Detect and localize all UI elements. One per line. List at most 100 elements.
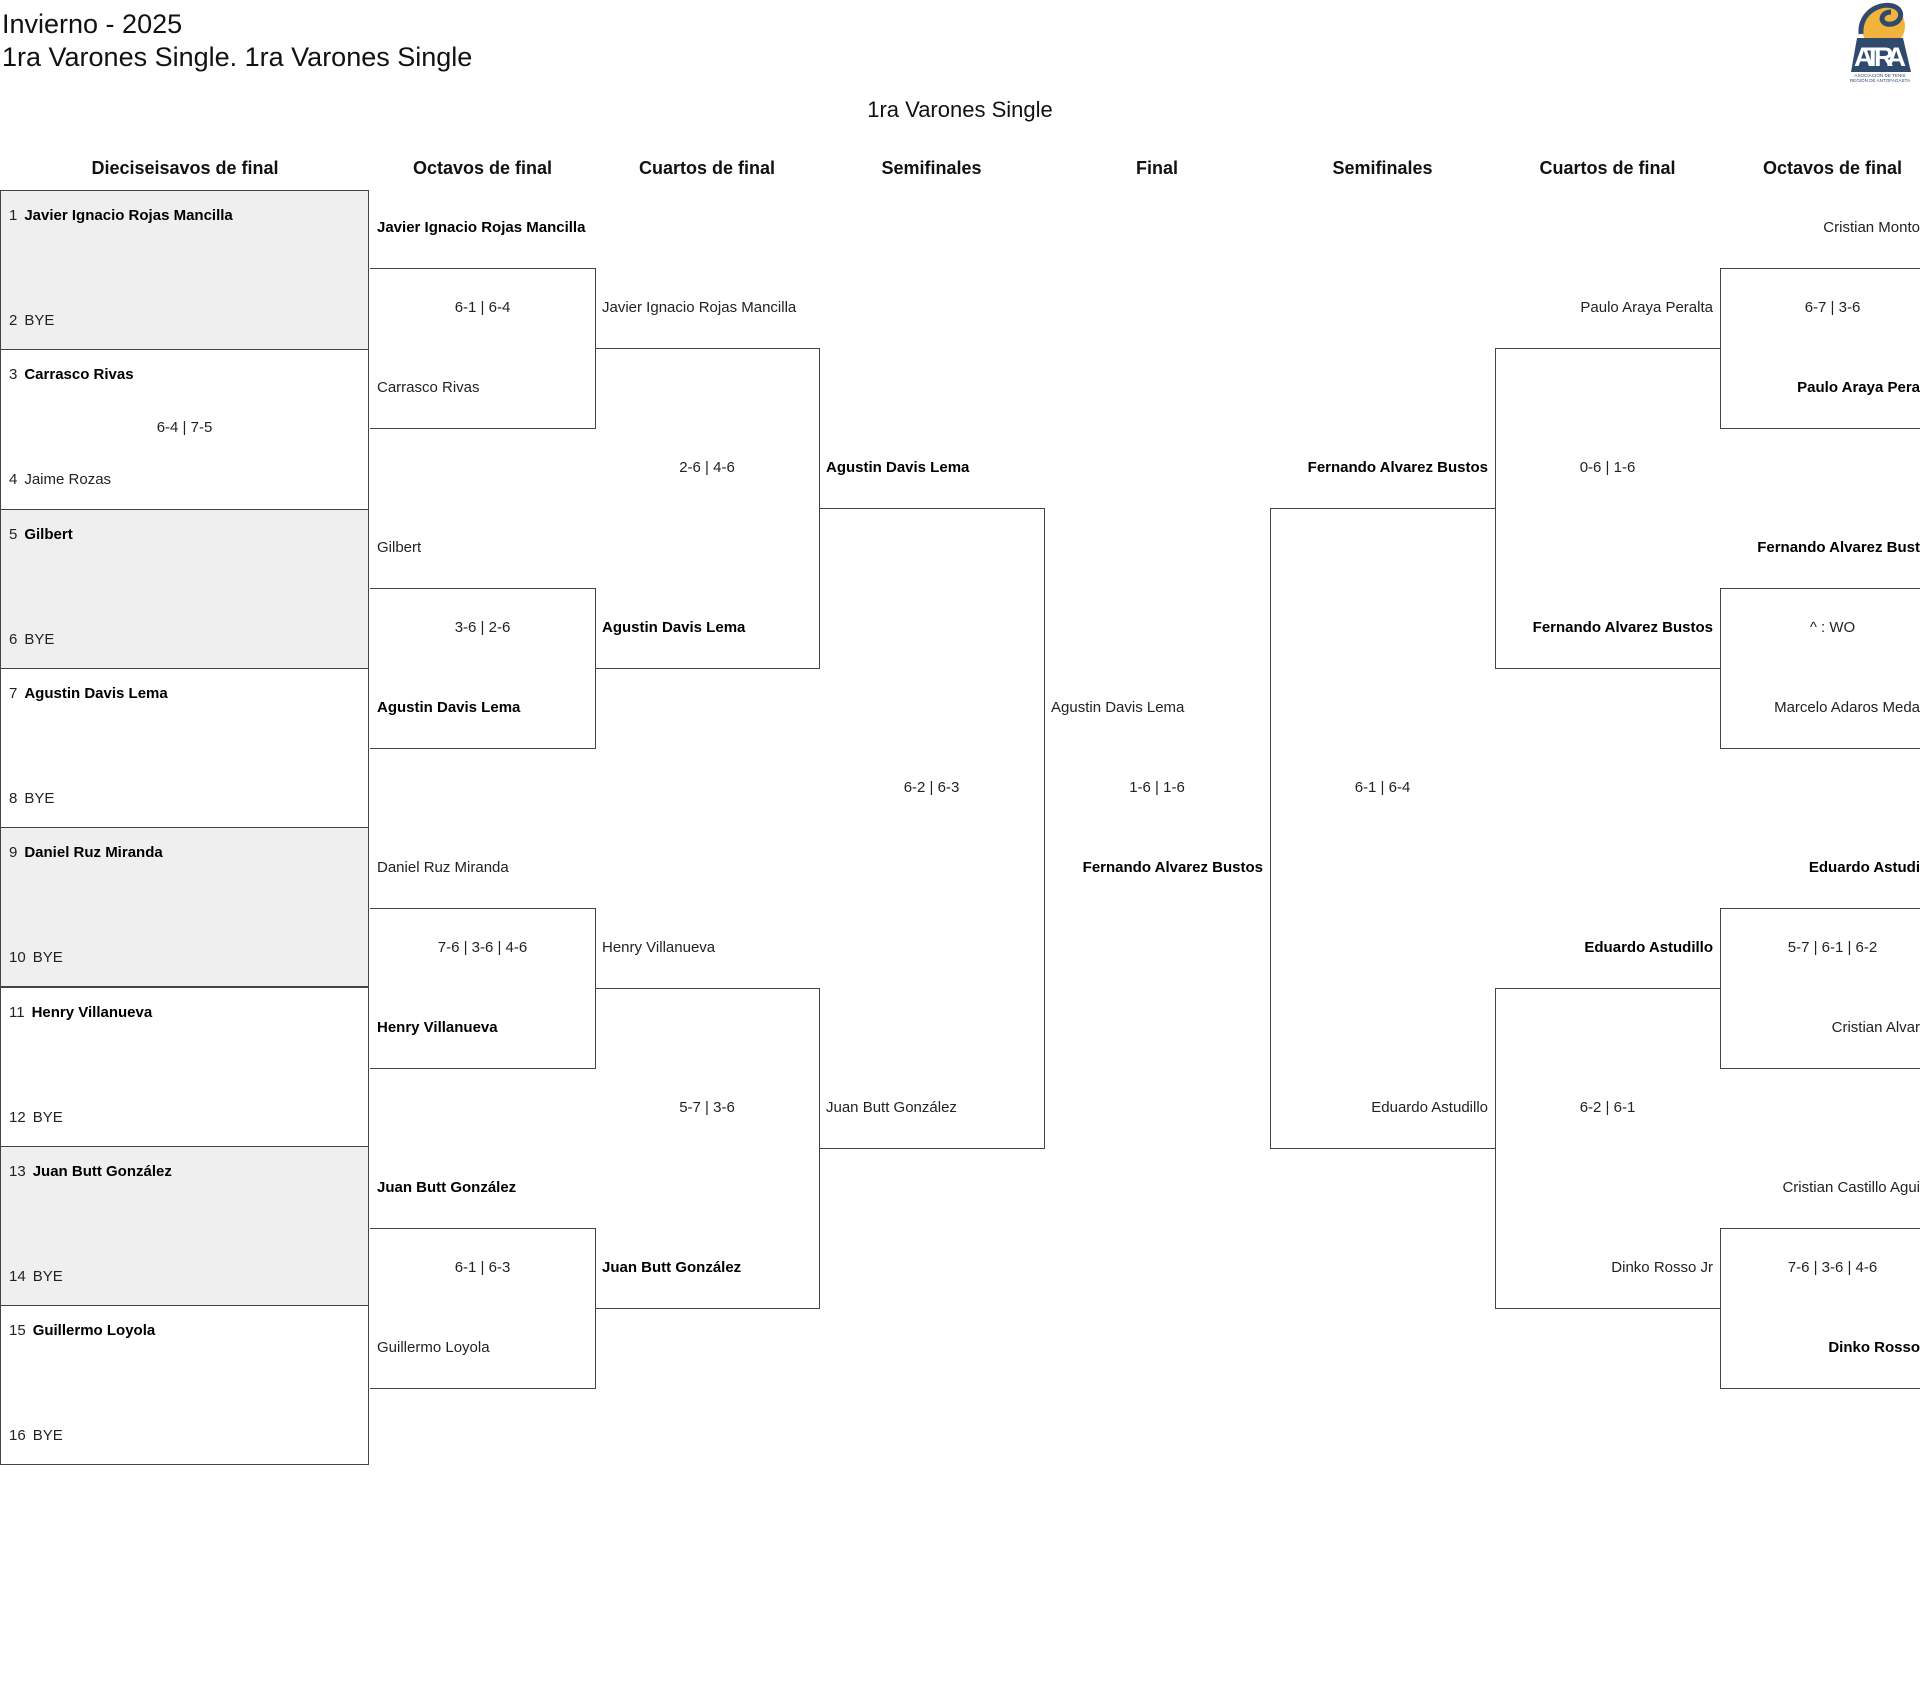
player-name: Juan Butt González — [32, 1162, 172, 1180]
player-slot[interactable]: 14 BYE — [9, 1267, 63, 1287]
match-score: ^ : WO — [1809, 619, 1856, 636]
player-name[interactable]: Paulo Araya Peralta — [1580, 299, 1713, 316]
svg-text:REGIÓN DE ANTOFAGASTA: REGIÓN DE ANTOFAGASTA — [1850, 77, 1911, 83]
player-slot[interactable]: 4 Jaime Rozas — [9, 470, 111, 490]
player-name[interactable]: Paulo Araya Pera — [1797, 379, 1920, 396]
player-name[interactable]: Gilbert — [377, 539, 422, 556]
match-box — [1720, 588, 1920, 749]
season-title: Invierno - 2025 — [2, 9, 183, 39]
player-name: BYE — [32, 949, 63, 967]
player-name: BYE — [32, 1427, 63, 1445]
player-name: Gilbert — [24, 525, 73, 543]
atra-logo: ATRA ASOCIACIÓN DE TENIS REGIÓN DE ANTOF… — [1850, 2, 1911, 83]
match-score: 7-6 | 3-6 | 4-6 — [1787, 1259, 1878, 1276]
match-score: 6-1 | 6-4 — [454, 299, 511, 316]
match-box[interactable]: 3 Carrasco Rivas 4 Jaime Rozas 6-4 | 7-5 — [0, 349, 369, 510]
match-box[interactable]: 7 Agustin Davis Lema 8 BYE — [0, 667, 369, 829]
player-name: Guillermo Loyola — [32, 1322, 156, 1340]
column-header: Semifinales — [1332, 158, 1433, 178]
svg-text:ASOCIACIÓN DE TENIS: ASOCIACIÓN DE TENIS — [1854, 72, 1905, 78]
match-score: 5-7 | 3-6 — [679, 1099, 735, 1116]
match-box[interactable]: 9 Daniel Ruz Miranda 10 BYE — [0, 827, 369, 988]
seed-number: 4 — [9, 471, 18, 489]
match-box[interactable]: 5 Gilbert 6 BYE — [0, 508, 369, 669]
player-slot[interactable]: 15 Guillermo Loyola — [9, 1321, 155, 1341]
match-box[interactable]: 15 Guillermo Loyola 16 BYE — [0, 1305, 369, 1466]
match-score: 1-6 | 1-6 — [1129, 779, 1185, 796]
player-name: BYE — [32, 1108, 63, 1126]
player-slot[interactable]: 3 Carrasco Rivas — [9, 365, 134, 385]
player-name: BYE — [32, 1267, 63, 1285]
match-score: 6-2 | 6-1 — [1579, 1099, 1636, 1116]
match-box — [1720, 1228, 1920, 1389]
player-name[interactable]: Dinko Rosso Jr — [1611, 1259, 1713, 1276]
player-slot[interactable]: 11 Henry Villanueva — [9, 1003, 152, 1023]
column-header: Dieciseisavos de final — [91, 158, 279, 178]
player-name[interactable]: Guillermo Loyola — [377, 1339, 490, 1356]
column-header: Octavos de final — [1762, 158, 1903, 178]
player-name[interactable]: Javier Ignacio Rojas Mancilla — [602, 299, 797, 316]
player-slot[interactable]: 7 Agustin Davis Lema — [9, 684, 168, 704]
player-name[interactable]: Dinko Rosso — [1828, 1339, 1920, 1356]
player-slot[interactable]: 10 BYE — [9, 948, 63, 968]
player-slot[interactable]: 5 Gilbert — [9, 525, 73, 545]
seed-number: 3 — [9, 366, 18, 384]
player-name[interactable]: Fernando Alvarez Bust — [1757, 539, 1920, 556]
player-slot[interactable]: 9 Daniel Ruz Miranda — [9, 843, 163, 863]
seed-number: 7 — [9, 684, 18, 702]
player-name[interactable]: Cristian Monto — [1823, 219, 1920, 236]
seed-number: 15 — [9, 1322, 26, 1340]
player-slot[interactable]: 13 Juan Butt González — [9, 1162, 172, 1182]
column-header: Semifinales — [881, 158, 982, 178]
player-name[interactable]: Agustin Davis Lema — [1051, 699, 1185, 716]
column-header: Octavos de final — [412, 158, 553, 178]
player-name[interactable]: Henry Villanueva — [377, 1019, 498, 1036]
player-name[interactable]: Eduardo Astudillo — [1371, 1099, 1488, 1116]
player-name[interactable]: Daniel Ruz Miranda — [377, 859, 509, 876]
category-title: 1ra Varones Single. 1ra Varones Single — [2, 42, 473, 72]
match-score: 6-1 | 6-3 — [454, 1259, 511, 1276]
match-box — [370, 588, 596, 749]
match-box — [370, 268, 596, 429]
match-box[interactable]: 11 Henry Villanueva 12 BYE — [0, 986, 369, 1147]
seed-number: 8 — [9, 789, 18, 807]
player-name[interactable]: Fernando Alvarez Bustos — [1532, 619, 1713, 636]
player-name[interactable]: Fernando Alvarez Bustos — [1082, 859, 1263, 876]
player-slot[interactable]: 1 Javier Ignacio Rojas Mancilla — [9, 206, 233, 226]
match-score: 2-6 | 4-6 — [679, 459, 735, 476]
player-name[interactable]: Agustin Davis Lema — [377, 699, 521, 716]
player-name[interactable]: Juan Butt González — [602, 1259, 742, 1276]
player-name[interactable]: Agustin Davis Lema — [602, 619, 746, 636]
match-box — [1720, 268, 1920, 429]
player-name[interactable]: Javier Ignacio Rojas Mancilla — [377, 219, 586, 236]
player-slot[interactable]: 12 BYE — [9, 1108, 63, 1128]
player-slot[interactable]: 2 BYE — [9, 311, 54, 331]
player-slot[interactable]: 16 BYE — [9, 1426, 63, 1446]
seed-number: 16 — [9, 1427, 26, 1445]
match-box — [819, 508, 1045, 1149]
match-box — [1495, 348, 1721, 669]
player-name[interactable]: Henry Villanueva — [602, 939, 716, 956]
player-name: Henry Villanueva — [31, 1003, 153, 1021]
player-name[interactable]: Marcelo Adaros Meda — [1774, 699, 1920, 716]
seed-number: 11 — [9, 1003, 25, 1021]
player-slot[interactable]: 8 BYE — [9, 789, 54, 809]
player-name[interactable]: Juan Butt González — [826, 1099, 957, 1116]
player-slot[interactable]: 6 BYE — [9, 630, 54, 650]
match-score: 7-6 | 3-6 | 4-6 — [437, 939, 528, 956]
player-name[interactable]: Eduardo Astudillo — [1584, 939, 1713, 956]
player-name[interactable]: Juan Butt González — [377, 1179, 517, 1196]
player-name[interactable]: Carrasco Rivas — [377, 379, 480, 396]
match-score: 6-7 | 3-6 — [1804, 299, 1861, 316]
player-name: Daniel Ruz Miranda — [24, 844, 163, 862]
player-name[interactable]: Eduardo Astudi — [1808, 859, 1920, 876]
player-name: Javier Ignacio Rojas Mancilla — [24, 207, 233, 224]
player-name[interactable]: Agustin Davis Lema — [826, 459, 970, 476]
player-name[interactable]: Fernando Alvarez Bustos — [1307, 459, 1488, 476]
match-box — [1720, 908, 1920, 1069]
match-box[interactable]: 13 Juan Butt González 14 BYE — [0, 1145, 369, 1307]
player-name[interactable]: Cristian Alvar — [1831, 1019, 1920, 1036]
seed-number: 10 — [9, 949, 26, 967]
match-box[interactable]: 1 Javier Ignacio Rojas Mancilla 2 BYE — [0, 190, 369, 351]
player-name[interactable]: Cristian Castillo Agui — [1782, 1179, 1920, 1196]
